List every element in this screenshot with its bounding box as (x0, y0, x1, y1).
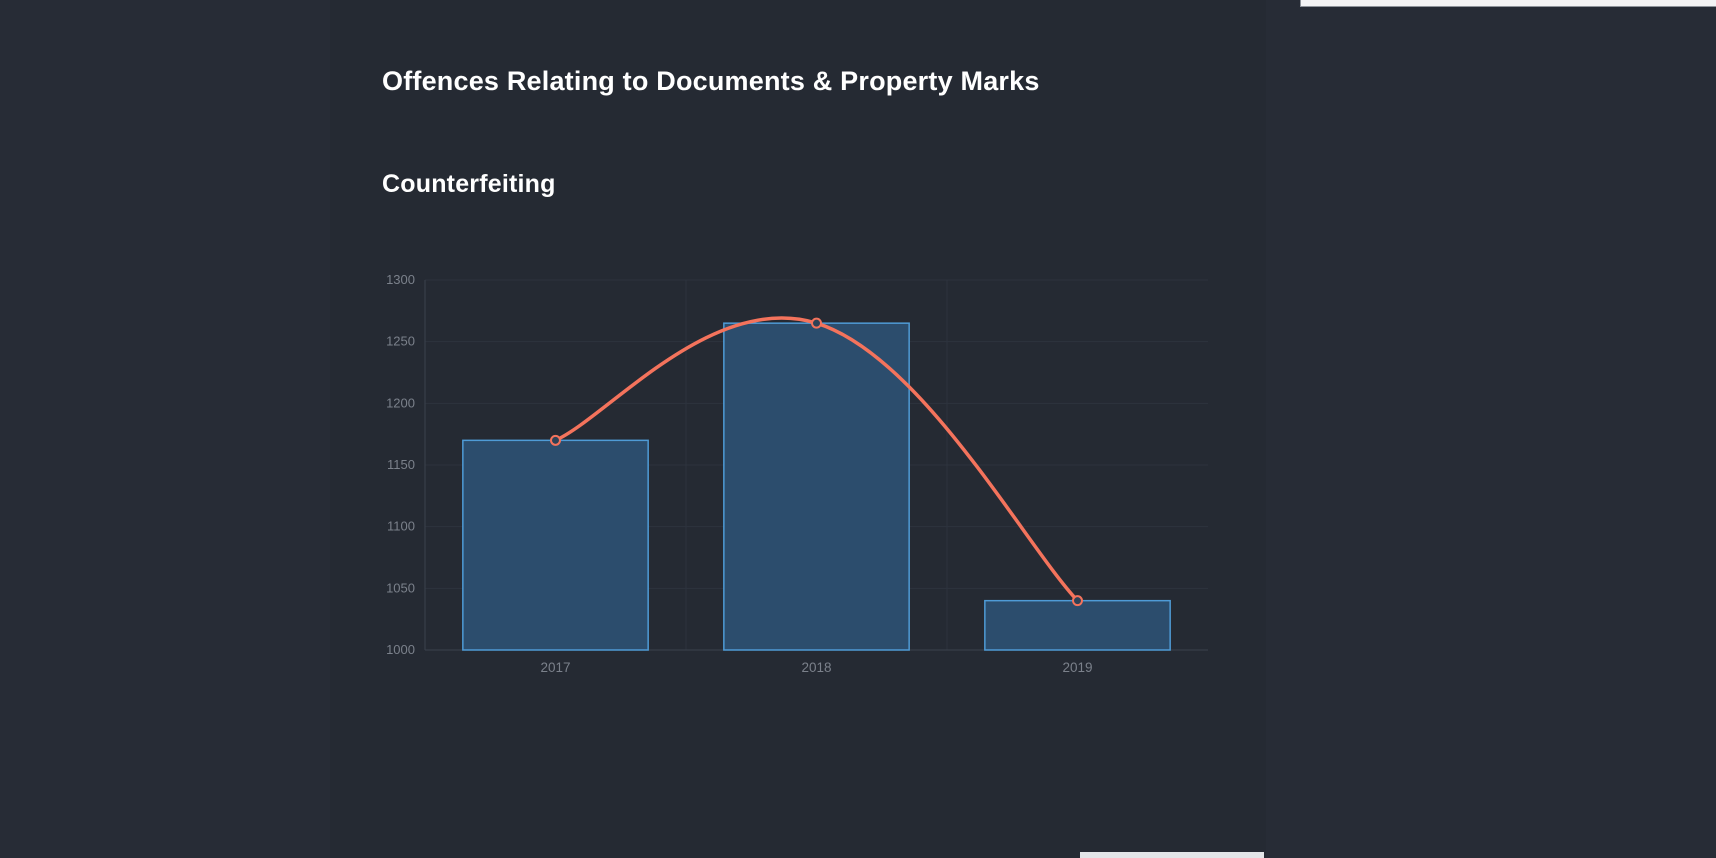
chart-subtitle: Counterfeiting (382, 170, 556, 198)
bottom-partial-element (1080, 852, 1264, 858)
chart-svg: 1000 1050 1100 1150 1200 1250 1300 2017 2018 2019 (386, 272, 1208, 675)
y-tick-label: 1150 (387, 457, 415, 472)
chart-title: Offences Relating to Documents & Propert… (382, 66, 1040, 96)
bar-2017[interactable] (462, 439, 649, 651)
line-marker-2018[interactable] (811, 317, 822, 329)
x-tick-label: 2017 (540, 660, 570, 675)
y-tick-label: 1300 (386, 272, 415, 287)
y-tick-label: 1050 (386, 580, 415, 595)
chart-area: 1000 1050 1100 1150 1200 1250 1300 2017 2018 2019 (370, 258, 1250, 688)
line-marker-2019[interactable] (1072, 595, 1083, 607)
x-tick-label: 2018 (801, 660, 831, 675)
line-marker-2017[interactable] (550, 434, 561, 446)
y-tick-label: 1000 (386, 642, 415, 657)
bar-2019[interactable] (984, 599, 1171, 651)
y-tick-label: 1100 (387, 519, 415, 534)
y-tick-label: 1250 (386, 334, 415, 349)
top-right-partial-element (1300, 0, 1716, 7)
x-tick-label: 2019 (1062, 660, 1092, 675)
y-tick-label: 1200 (386, 395, 415, 410)
bar-2018[interactable] (723, 322, 910, 651)
